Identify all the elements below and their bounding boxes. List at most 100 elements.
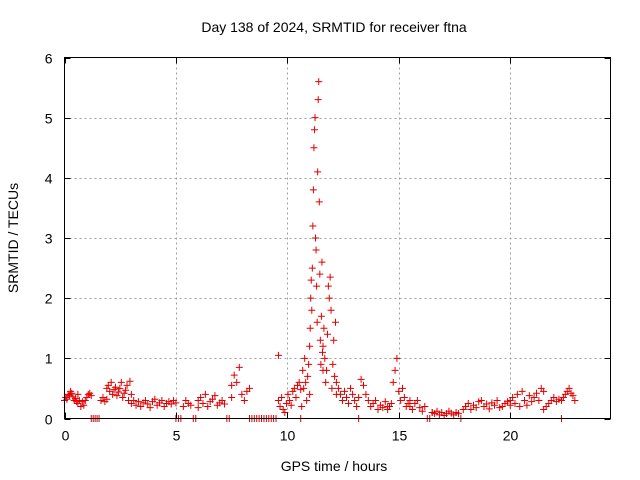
data-point	[194, 404, 202, 412]
data-point	[433, 407, 441, 415]
data-point	[454, 410, 462, 418]
data-point	[307, 294, 315, 302]
data-point	[107, 378, 115, 386]
data-point	[513, 390, 521, 398]
data-point	[386, 402, 393, 410]
y-axis-label: SRMTID / TECUs	[5, 183, 21, 293]
data-point	[490, 401, 498, 409]
data-point	[197, 393, 205, 401]
data-point	[559, 393, 567, 401]
data-point	[477, 396, 485, 404]
data-point	[307, 276, 315, 284]
data-point	[286, 396, 294, 404]
data-point	[116, 384, 124, 392]
data-point	[518, 387, 526, 395]
data-point	[103, 384, 111, 392]
data-point	[278, 393, 286, 401]
data-point	[308, 306, 316, 314]
data-point	[230, 371, 238, 379]
data-point	[114, 388, 122, 396]
data-point	[327, 306, 335, 314]
data-point	[317, 312, 325, 320]
data-point	[304, 372, 312, 380]
y-tick-label: 2	[45, 291, 53, 307]
data-point	[418, 407, 426, 415]
data-point	[338, 396, 346, 404]
data-point	[209, 395, 217, 403]
data-point	[330, 336, 338, 344]
data-point	[295, 378, 303, 386]
data-point	[540, 387, 548, 395]
data-point	[111, 383, 119, 391]
data-point	[315, 198, 323, 206]
data-point	[301, 354, 309, 362]
data-point	[516, 402, 524, 410]
data-point	[389, 378, 397, 386]
data-point	[326, 273, 334, 281]
data-point	[364, 396, 372, 404]
data-point	[525, 392, 533, 400]
data-point	[78, 398, 86, 406]
data-point	[240, 396, 248, 404]
data-point	[416, 404, 424, 412]
data-point	[408, 405, 416, 413]
data-point	[485, 405, 493, 413]
data-point	[523, 401, 531, 409]
data-point	[357, 375, 365, 383]
x-tick-label: 0	[62, 428, 70, 444]
data-point	[314, 96, 322, 104]
data-point	[245, 384, 253, 392]
data-point	[306, 342, 314, 350]
data-point	[509, 393, 517, 401]
data-point	[569, 392, 577, 400]
data-point	[83, 393, 91, 401]
data-point	[99, 393, 107, 401]
data-point	[317, 360, 325, 368]
data-point	[204, 402, 212, 410]
data-point	[421, 402, 429, 410]
data-point	[395, 387, 403, 395]
data-point	[349, 390, 357, 398]
data-point	[472, 404, 480, 412]
data-point	[331, 318, 339, 326]
data-point	[391, 366, 399, 374]
data-point	[201, 390, 209, 398]
data-point	[281, 408, 289, 416]
data-point	[305, 360, 313, 368]
data-point	[309, 222, 317, 230]
data-point	[530, 393, 538, 401]
data-point	[561, 390, 569, 398]
data-point	[387, 399, 395, 407]
y-tick-label: 4	[45, 171, 53, 187]
data-point	[132, 401, 140, 409]
data-point	[362, 390, 370, 398]
data-point	[199, 399, 207, 407]
data-point	[71, 395, 79, 403]
data-point	[400, 393, 408, 401]
data-points	[61, 78, 579, 422]
x-tick-label: 15	[392, 428, 408, 444]
data-point	[308, 264, 316, 272]
data-point	[80, 401, 88, 409]
y-tick-label: 5	[45, 111, 53, 127]
data-point	[318, 348, 326, 356]
data-point	[274, 351, 282, 359]
data-point	[106, 387, 114, 395]
data-point	[336, 390, 344, 398]
data-point	[130, 396, 138, 404]
data-point	[218, 396, 226, 404]
data-point	[550, 393, 558, 401]
data-point	[74, 390, 82, 398]
data-point	[299, 366, 307, 374]
data-point	[300, 384, 308, 392]
data-point	[351, 396, 359, 404]
data-point	[413, 396, 421, 404]
data-point	[313, 282, 321, 290]
data-point	[315, 78, 323, 86]
data-point	[493, 396, 501, 404]
data-point	[287, 401, 295, 409]
data-point	[340, 387, 348, 395]
y-tick-label: 6	[45, 51, 53, 67]
data-point	[404, 399, 412, 407]
